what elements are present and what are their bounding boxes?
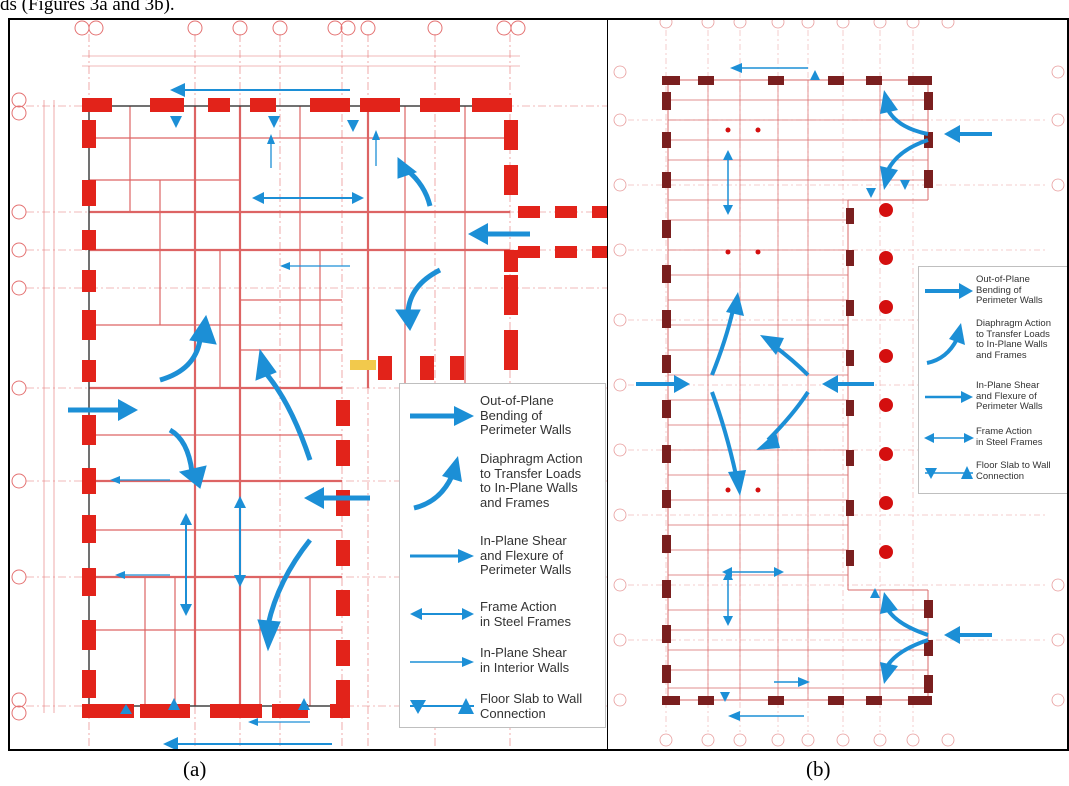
perimeter-walls [662, 76, 933, 705]
legend-item: Diaphragm Action to Transfer Loads to In… [919, 317, 1067, 373]
double-arrow-icon [180, 192, 364, 616]
bold-arrow-icon [468, 223, 530, 245]
curved-arrow-icon [710, 108, 929, 667]
legend-b: Out-of-Plane Bending of Perimeter Walls … [918, 266, 1067, 494]
triangle-icon [410, 698, 474, 714]
curved-arrow-icon [926, 323, 965, 365]
triangle-icon [120, 116, 359, 714]
legend-label: Out-of-Plane Bending of Perimeter Walls [480, 393, 572, 438]
legend-item: In-Plane Shear in Interior Walls [400, 642, 605, 682]
legend-label: In-Plane Shear and Flexure of Perimeter … [976, 380, 1043, 413]
triangle-icon [720, 70, 910, 702]
legend-item: Frame Action in Steel Frames [919, 425, 1067, 455]
bold-arrow-icon [68, 399, 138, 421]
double-arrow-icon [410, 608, 474, 620]
legend-a: Out-of-Plane Bending of Perimeter Walls … [399, 383, 606, 728]
legend-item: In-Plane Shear and Flexure of Perimeter … [919, 379, 1067, 419]
floor-plan-a: Out-of-Plane Bending of Perimeter Walls … [8, 18, 609, 751]
legend-item: Out-of-Plane Bending of Perimeter Walls [919, 273, 1067, 313]
column-dots [725, 127, 893, 559]
curved-arrow-icon [159, 168, 442, 626]
load-arrows [68, 83, 530, 749]
caption-b: (b) [806, 757, 831, 781]
load-arrows [636, 63, 992, 721]
bold-arrow-icon [925, 283, 973, 299]
bold-arrow-icon [304, 487, 370, 509]
grid-bubbles-top [74, 20, 526, 36]
arrow-icon [410, 549, 474, 563]
legend-item: Frame Action in Steel Frames [400, 596, 605, 636]
double-arrow-icon [722, 150, 784, 626]
legend-item: In-Plane Shear and Flexure of Perimeter … [400, 532, 605, 588]
floor-plan-a-drawing [11, 20, 607, 749]
legend-label: In-Plane Shear in Interior Walls [480, 645, 570, 675]
legend-label: Floor Slab to Wall Connection [976, 460, 1051, 482]
top-caption: ds (Figures 3a and 3b). [0, 0, 175, 15]
floor-plan-b-drawing [613, 20, 1065, 747]
curved-arrow-icon [413, 456, 462, 511]
interior-framing [89, 106, 510, 706]
thin-arrow-icon [110, 130, 380, 726]
thin-arrow-icon [410, 657, 474, 667]
legend-label: Frame Action in Steel Frames [480, 599, 572, 629]
grid-bubbles-left [613, 65, 1065, 707]
legend-item: Diaphragm Action to Transfer Loads to In… [400, 446, 605, 524]
perimeter-walls [82, 98, 607, 718]
caption-a: (a) [183, 757, 207, 781]
legend-label: Floor Slab to Wall Connection [480, 691, 583, 721]
grid-bubbles-top [659, 20, 955, 747]
legend-label: Frame Action in Steel Frames [976, 426, 1043, 448]
legend-label: Diaphragm Action to Transfer Loads to In… [480, 451, 583, 510]
triangle-icon [925, 466, 973, 479]
grid-bubbles-left [11, 92, 27, 721]
legend-item: Floor Slab to Wall Connection [400, 688, 605, 728]
floor-plan-b: Out-of-Plane Bending of Perimeter Walls … [608, 18, 1069, 751]
arrow-icon [163, 83, 350, 749]
arrow-icon [925, 391, 973, 403]
arrow-icon [728, 63, 810, 721]
double-arrow-icon [924, 433, 974, 443]
legend-item: Out-of-Plane Bending of Perimeter Walls [400, 390, 605, 446]
legend-label: Out-of-Plane Bending of Perimeter Walls [976, 274, 1043, 307]
legend-item: Floor Slab to Wall Connection [919, 459, 1067, 491]
bold-arrow-icon [410, 406, 474, 426]
legend-label: Diaphragm Action to Transfer Loads to In… [976, 318, 1051, 361]
bold-arrow-icon [636, 125, 992, 644]
legend-label: In-Plane Shear and Flexure of Perimeter … [480, 533, 572, 578]
